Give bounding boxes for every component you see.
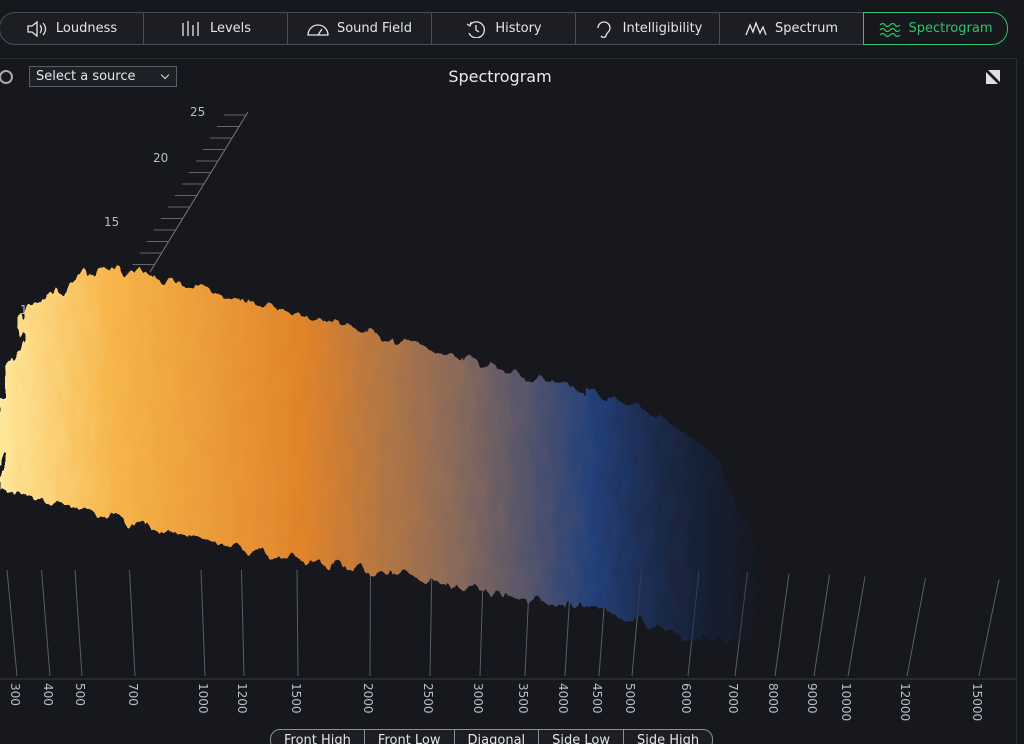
frequency-label: 9000	[805, 683, 819, 714]
tab[interactable]: Levels	[143, 12, 288, 45]
frequency-label: 12000	[898, 683, 912, 721]
spectrogram-surface	[0, 268, 760, 640]
frequency-label: 15000	[970, 683, 984, 721]
frequency-label: 5000	[623, 683, 637, 714]
time-axis-line	[149, 111, 249, 273]
tab-icon	[27, 20, 47, 37]
tab-bar: Loudness Levels Sound Field History Intellig…	[0, 12, 1008, 45]
tab-icon	[307, 23, 329, 36]
tab-label: Spectrogram	[908, 21, 993, 36]
tab-icon	[182, 20, 199, 36]
tab[interactable]: History	[431, 12, 576, 45]
frequency-label: 2000	[361, 683, 375, 714]
view-button[interactable]: Front High	[270, 729, 365, 744]
time-label: 20	[153, 151, 168, 165]
frequency-label: 10000	[839, 683, 853, 721]
frequency-label: 7000	[726, 683, 740, 714]
source-select[interactable]: Select a source	[29, 66, 177, 87]
frequency-label: 500	[73, 683, 87, 706]
frequency-label: 1000	[196, 683, 210, 714]
frequency-label: 6000	[679, 683, 693, 714]
frequency-label: 2500	[421, 683, 435, 714]
frequency-label: 300	[8, 683, 22, 706]
frequency-grid-line	[978, 579, 1000, 677]
tab-label: History	[495, 21, 542, 36]
tab-label: Loudness	[55, 21, 118, 36]
tab-label: Sound Field	[336, 21, 413, 36]
frequency-grid-line	[296, 569, 299, 677]
tab-icon	[596, 20, 611, 38]
frequency-label: 8000	[766, 683, 780, 714]
tab-label: Intelligibility	[622, 21, 703, 36]
frequency-grid-line	[6, 569, 18, 677]
frequency-grid-line	[847, 576, 866, 677]
frequency-grid-line	[774, 573, 790, 677]
tab[interactable]: Sound Field	[287, 12, 432, 45]
settings-icon[interactable]	[0, 70, 13, 84]
tab-label: Levels	[209, 21, 252, 36]
frequency-grid-line	[129, 569, 136, 677]
tab-icon	[879, 22, 900, 37]
tab[interactable]: Intelligibility	[575, 12, 720, 45]
frequency-label: 4000	[556, 683, 570, 714]
time-label: 25	[190, 105, 205, 119]
frequency-grid-line	[906, 577, 926, 677]
tab-icon	[467, 20, 486, 38]
tab[interactable]: Spectrum	[719, 12, 864, 45]
frequency-label: 1500	[289, 683, 303, 714]
tab[interactable]: Spectrogram	[863, 12, 1008, 45]
view-buttons: Front High Front Low Diagonal Side Low Side …	[270, 729, 714, 744]
frequency-label: 3000	[471, 683, 485, 714]
frequency-grid-line	[241, 569, 245, 677]
frequency-label: 1200	[235, 683, 249, 714]
expand-icon[interactable]	[986, 70, 1000, 84]
frequency-grid-line	[813, 574, 830, 677]
frequency-label: 4500	[590, 683, 604, 714]
frequency-label: 3500	[516, 683, 530, 714]
view-button[interactable]: Side Low	[538, 729, 625, 744]
frequency-grid-line	[200, 569, 206, 677]
view-button[interactable]: Side High	[623, 729, 714, 744]
frequency-grid-line	[369, 559, 371, 677]
view-button[interactable]: Front Low	[363, 729, 455, 744]
tab-label: Spectrum	[775, 21, 838, 36]
view-title: Spectrogram	[448, 67, 552, 86]
frequency-grid-line	[41, 569, 51, 677]
frequency-label: 700	[126, 683, 140, 706]
tab-icon	[745, 20, 767, 35]
tab[interactable]: Loudness	[0, 12, 144, 45]
frequency-grid-line	[74, 569, 83, 677]
frequency-label: 400	[41, 683, 55, 706]
time-label: 15	[104, 215, 119, 229]
view-button[interactable]: Diagonal	[453, 729, 540, 744]
panel	[0, 58, 1017, 744]
